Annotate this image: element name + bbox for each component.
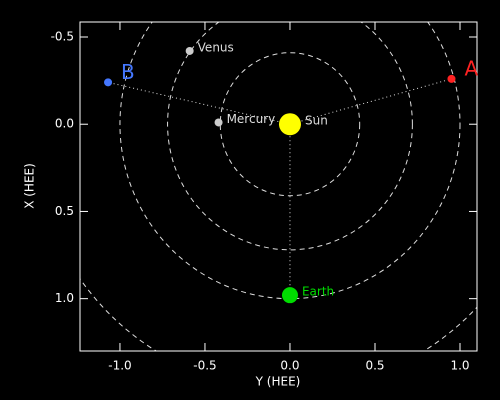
x-axis-label: Y (HEE) [255,375,301,389]
point [185,46,194,55]
point [214,118,223,127]
y-tick-label: 0.5 [55,204,74,218]
orbit [219,52,361,197]
y-tick-label: 0.0 [55,117,74,131]
y-tick-label: -0.5 [51,30,74,44]
point-label: Venus [198,40,234,54]
x-tick-label: -0.5 [193,359,216,373]
x-tick-label: 0.0 [280,359,299,373]
frame [79,21,478,352]
point [447,74,456,83]
point-label: Sun [305,114,328,128]
orbit [167,22,413,251]
x-tick-label: -1.0 [108,359,131,373]
point-label: B [121,60,135,84]
point [278,113,301,136]
point [104,78,113,87]
x-tick-label: 0.5 [365,359,384,373]
point-label: Mercury [227,112,276,126]
y-tick-label: 1.0 [55,291,74,305]
point-label: Earth [302,285,334,299]
point [281,287,298,304]
x-tick-label: 1.0 [450,359,469,373]
point-label: A [464,56,478,80]
y-axis-label: X (HEE) [23,163,37,209]
